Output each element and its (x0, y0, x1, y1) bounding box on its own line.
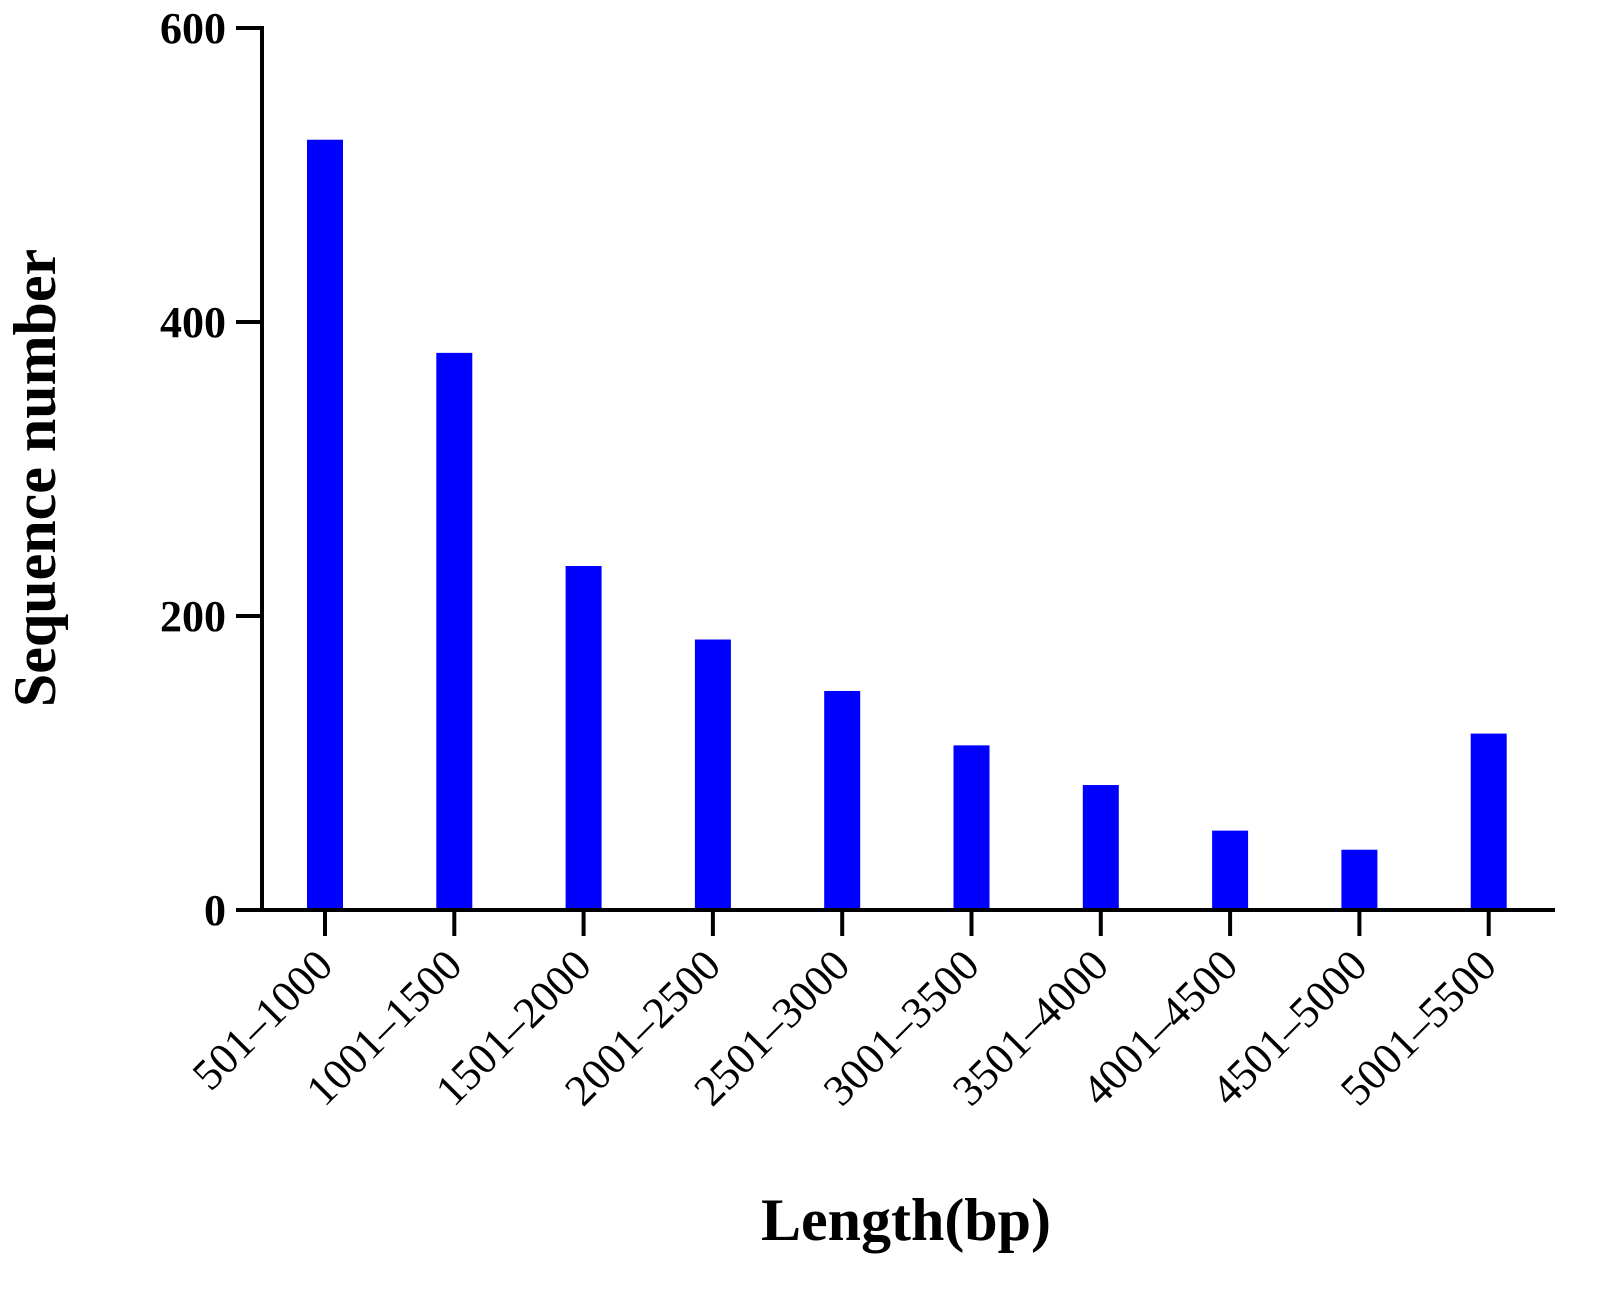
bar-1 (307, 139, 343, 911)
y-tick-label: 200 (160, 592, 226, 641)
bar-3 (565, 566, 602, 910)
y-tick-label: 0 (204, 886, 226, 935)
bar-6 (953, 745, 990, 910)
bar-4 (694, 639, 731, 910)
bar-2 (436, 352, 473, 910)
bar-8 (1212, 830, 1249, 910)
y-tick-label: 400 (160, 298, 226, 347)
x-axis-title: Length(bp) (761, 1187, 1051, 1253)
y-tick-label: 600 (160, 4, 226, 53)
y-ticks-group: 0 200 400 600 (160, 4, 262, 935)
bar-9 (1341, 849, 1378, 910)
bar-7 (1082, 785, 1119, 910)
y-axis-title: Sequence number (2, 249, 68, 707)
bar-5 (824, 690, 861, 910)
axes-group (260, 26, 1555, 912)
bar-10 (1470, 733, 1507, 910)
x-ticks-group: 501–10001001–15001501–20002001–25002501–… (183, 910, 1506, 1115)
bars-group (307, 139, 1507, 911)
